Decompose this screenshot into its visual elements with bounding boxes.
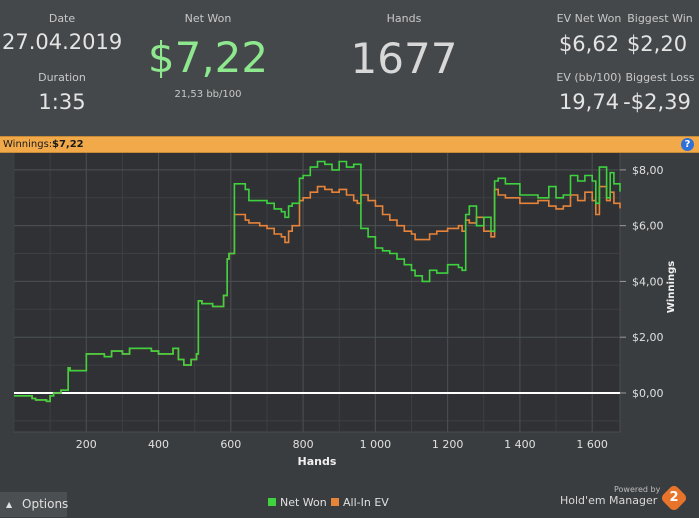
session-stats-panel: Date 27.04.2019 Duration 1:35 Net Won $7… [0,0,699,136]
x-tick-label: 600 [220,438,241,451]
x-tick-label: 1 400 [504,438,536,451]
bb-per-100-value: 21,53 bb/100 [174,89,242,100]
ev-net-won-label: EV Net Won [556,12,622,25]
options-label: Options [22,497,69,511]
y-tick-label: $8,00 [632,164,664,177]
y-tick-label: $6,00 [632,220,664,233]
x-tick-label: 1 000 [360,438,392,451]
biggest-loss-value: -$2,39 [623,90,691,114]
winnings-chart: 200 400 600 800 1 000 1 200 1 400 1 600 $0,00 $2,… [13,141,677,468]
caret-up-icon: ▲ [6,500,13,509]
legend-net-won-label: Net Won [280,496,327,509]
net-won-value: $7,22 [147,33,269,82]
x-tick-label: 400 [148,438,169,451]
y-tick-label: $0,00 [632,387,664,400]
winnings-value: $7,22 [52,139,84,150]
hands-label: Hands [386,12,422,25]
hem-logo-badge: 2 [669,490,679,505]
chart-footer [0,488,699,517]
ev-bb100-label: EV (bb/100) [556,71,622,84]
options-button[interactable]: ▲ Options [0,492,69,517]
date-label: Date [48,12,76,25]
biggest-loss-label: Biggest Loss [625,71,695,84]
x-tick-label: 1 200 [432,438,464,451]
duration-value: 1:35 [38,90,86,114]
legend-all-in-ev: All-In EV [331,496,389,509]
ev-net-won-value: $6,62 [558,32,620,56]
winnings-chart-area: 200 400 600 800 1 000 1 200 1 400 1 600 $0,00 $2,… [0,141,699,488]
biggest-win-label: Biggest Win [627,12,693,25]
hands-value: 1677 [350,34,458,83]
date-value: 27.04.2019 [2,30,123,54]
biggest-win-value: $2,20 [626,32,688,56]
duration-label: Duration [38,71,86,84]
brand-name: Hold'em Manager [560,494,658,507]
y-tick-label: $4,00 [632,275,664,288]
y-tick-label: $2,00 [632,331,664,344]
series-line-net-won [14,160,621,403]
help-icon[interactable]: ? [681,138,694,151]
net-won-label: Net Won [184,12,232,25]
x-tick-label: 200 [76,438,97,451]
winnings-label: Winnings: [3,139,53,150]
ev-bb100-value: 19,74 [558,90,620,114]
x-tick-label: 1 600 [576,438,608,451]
legend-net-won: Net Won [268,496,327,509]
x-tick-label: 800 [293,438,314,451]
y-axis-label: Winnings [666,261,677,313]
winnings-summary-bar: Winnings: $7,22 ? [0,136,699,153]
x-axis-label: Hands [298,455,337,468]
powered-by-text: Powered by [614,485,661,494]
net-won-swatch [268,498,276,506]
all-in-ev-swatch [331,498,339,506]
hem-logo-icon: 2 [659,483,689,513]
legend-all-in-ev-label: All-In EV [343,496,389,509]
